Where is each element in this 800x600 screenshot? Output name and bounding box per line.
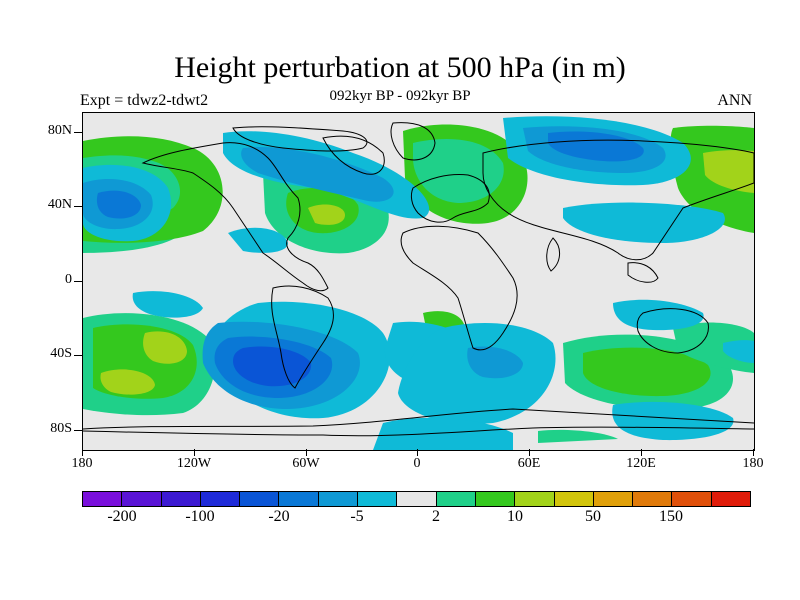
lat-label-0: 0 [65,272,72,287]
lon-tick [529,449,530,456]
lon-label-120e: 120E [626,456,656,471]
colorbar-segment [279,492,319,506]
lat-label-40s: 40S [50,346,72,361]
lat-label-40n: 40N [47,197,72,212]
colorbar-label: 50 [585,508,601,525]
colorbar-label: -20 [268,508,290,525]
experiment-label: Expt = tdwz2-tdwt2 [80,92,209,109]
lat-tick [74,430,82,431]
colorbar-segment [515,492,555,506]
lon-label-0: 0 [413,456,421,471]
colorbar-label: -100 [185,508,215,525]
colorbar-segment [711,492,751,506]
colorbar-label: -5 [350,508,364,525]
lon-tick [306,449,307,456]
colorbar-segment [554,492,594,506]
lat-tick [74,132,82,133]
colorbar-segment [161,492,201,506]
colorbar-segment [200,492,241,506]
colorbar-segment [672,492,712,506]
lon-tick [753,449,754,456]
colorbar-label: 10 [507,508,523,525]
colorbar-segment [358,492,398,506]
lon-label-120w: 120W [176,456,212,471]
lat-tick [74,206,82,207]
lon-tick [194,449,195,456]
map-canvas [83,113,754,450]
colorbar-label: 150 [659,508,683,525]
colorbar-segment [633,492,673,506]
negative-anomaly-regions [83,116,754,450]
colorbar-segment [436,492,476,506]
lon-label-60e: 60E [517,456,541,471]
lat-label-80s: 80S [50,421,72,436]
lon-label-60w: 60W [292,456,320,471]
lon-tick [641,449,642,456]
colorbar-segment [397,492,437,506]
colorbar-segment [593,492,634,506]
lat-tick [74,355,82,356]
colorbar-label: -200 [107,508,137,525]
lon-label-180w: 180 [71,456,93,471]
colorbar [82,491,751,507]
colorbar-segment [475,492,516,506]
colorbar-segment [122,492,162,506]
lat-label-80n: 80N [47,123,72,138]
season-label: ANN [717,92,752,109]
plot-title: Height perturbation at 500 hPa (in m) [174,51,626,84]
colorbar-segment [83,492,123,506]
lon-tick [417,449,418,456]
map-panel [82,112,755,451]
colorbar-label: 2 [432,508,440,525]
colorbar-segment [240,492,280,506]
plot-subtitle: 092kyr BP - 092kyr BP [329,88,471,104]
coastlines [83,122,754,437]
lon-tick [82,449,83,456]
colorbar-segment [318,492,359,506]
lat-tick [74,281,82,282]
lon-label-180e: 180 [742,456,764,471]
